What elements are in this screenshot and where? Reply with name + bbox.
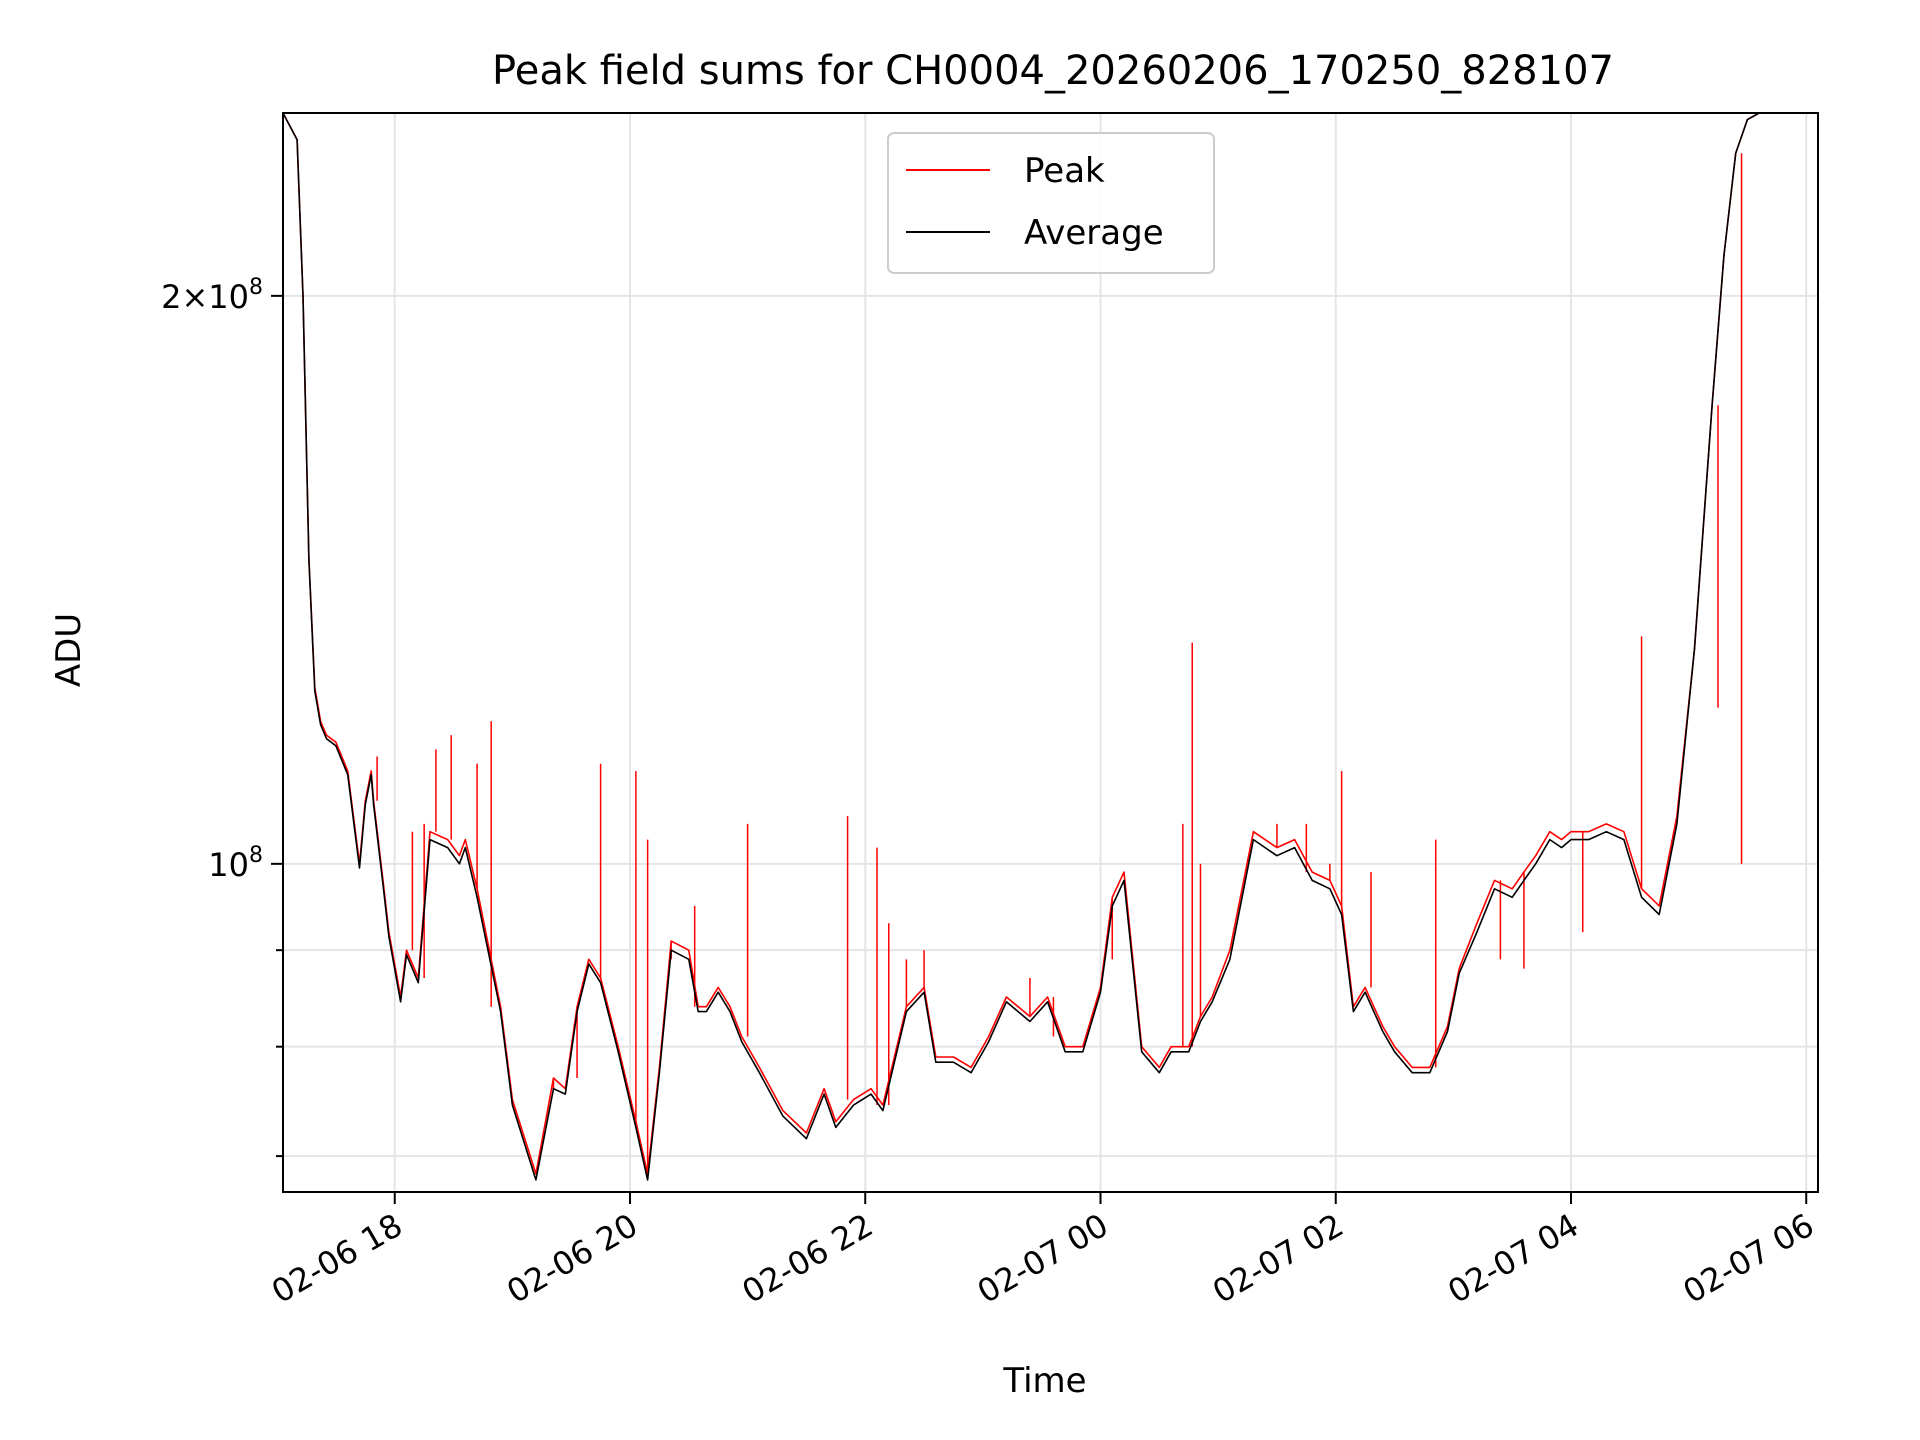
series-line-average [282,112,1818,1181]
legend-average-label: Average [1024,213,1164,253]
y-tick-label: 2×108 [161,275,263,316]
chart-title: Peak field sums for CH0004_20260206_1702… [492,48,1614,94]
legend-box [887,132,1215,274]
x-axis-label: Time [1002,1361,1086,1401]
legend-peak-label: Peak [1024,151,1105,191]
series-line-peak [282,112,1818,1175]
y-tick-label: 108 [208,843,263,884]
plot-series [282,112,1818,1181]
legend: Peak Average [887,132,1215,274]
plot-frame [282,112,1819,1193]
y-axis-label: ADU [49,613,89,687]
